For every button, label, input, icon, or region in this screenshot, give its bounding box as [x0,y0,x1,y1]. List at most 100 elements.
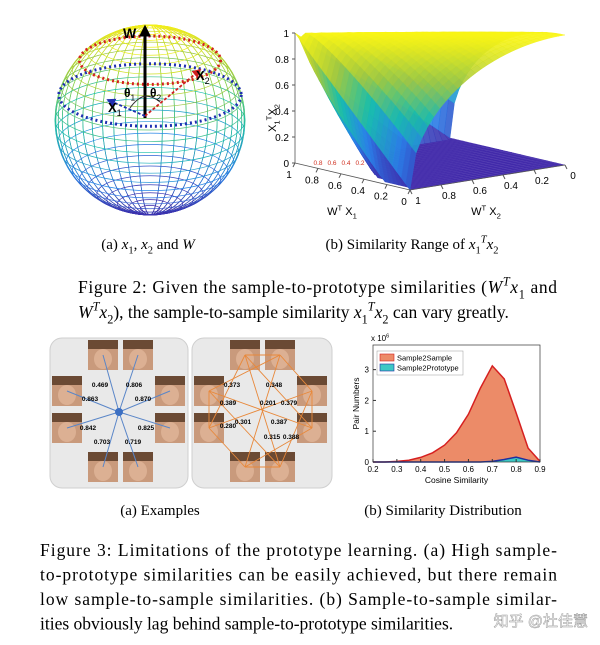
similarity-score: 0.388 [283,434,300,441]
similarity-score: 0.719 [125,439,142,446]
latitude [96,175,204,213]
a-tick-label: 1 [286,170,292,181]
b-tick-label: 0.6 [473,186,487,197]
similarity-ring [57,62,243,128]
similarity-score: 0.703 [94,439,111,446]
text-run: T [93,300,101,314]
text-run: 1 [131,93,136,103]
axis-label: X1TX2 [264,104,281,132]
vector-label: X2 [196,68,210,86]
axis-line [294,162,411,191]
a-tick-label: 0 [401,197,407,208]
axis-label: WT X2 [471,203,501,220]
b-tick [533,169,537,175]
surface-plot: 00.20.40.60.811 0.8 0.6 0.4 0.2 0 1 0.8 0.6 0.4 0.… [264,29,576,220]
text-run: 2 [148,246,153,257]
latitude [60,121,240,183]
a-tick-label: 0.6 [328,181,342,192]
a-tick [315,168,319,173]
similarity-score: 0.387 [271,419,288,426]
text-run: X [267,108,279,116]
latitude [65,48,235,108]
x-tick-label: 0.8 [511,465,523,474]
text-run: (a) [101,237,121,253]
z-tick-label: 1 [283,29,289,40]
face-hair [52,413,82,422]
b-tick [409,189,413,195]
vector-label: W [123,25,137,41]
text-run: 6 [386,334,389,340]
b-tick [564,164,568,170]
similarity-edge [244,427,313,468]
similarity-score: 0.373 [224,382,241,389]
subfigure-caption: (a) Examples [120,503,200,519]
similarity-score: 0.469 [92,382,109,389]
latitude [106,184,194,215]
legend-swatch [379,363,395,372]
text-run: T [368,300,376,314]
face-hair [265,452,295,461]
face-hair [155,413,185,422]
b-tick-label: 1 [415,196,421,207]
similarity-score: 0.301 [235,419,252,426]
z-tick-label: 0.2 [275,133,289,144]
text-run: 2 [272,104,281,108]
y-tick-label: 3 [365,366,370,375]
text-run: 2 [107,312,113,326]
y-tick-label: 1 [365,427,370,436]
text-run: 2 [157,93,162,103]
latitude [71,41,229,96]
text-run: θ [124,86,131,100]
similarity-edge [102,411,120,468]
figure-caption: to-prototype similarities can be easily … [40,565,557,585]
b-tick [502,174,506,180]
similarity-edge [208,390,281,468]
similarity-edge [102,354,120,413]
b-tick-label: 0.4 [504,181,518,192]
face-shadow [129,461,147,481]
similarity-score: 0.280 [220,423,237,430]
contour-label: 0.4 [341,160,350,167]
text-run: W [78,302,94,322]
text-run: 2 [205,76,210,86]
captions: (a) x1, x2 and W (b) Similarity Range of … [40,235,588,634]
b-tick [471,179,475,185]
similarity-score: 0.806 [126,382,143,389]
text-run: T [503,275,511,289]
similarity-edge [208,354,246,429]
x1-vector [106,98,146,117]
text-run: (a) Examples [120,503,200,519]
similarity-edge [208,390,313,429]
face-shadow [303,422,321,442]
face-shadow [161,422,179,442]
text-run: 2 [382,312,388,326]
prototype-node [115,408,123,416]
face-hair [123,340,153,349]
angle-arc [129,95,146,109]
text-run: X [196,68,205,83]
face-shadow [236,461,254,481]
text-run: x 10 [371,334,387,343]
face-shadow [58,385,76,405]
x-tick-label: 0.9 [534,465,546,474]
similarity-score: 0.379 [281,400,298,407]
contour-label: 0.2 [355,160,364,167]
text-run: x [140,237,148,253]
axis-multiplier: x 106 [371,334,389,343]
x-axis-label: Cosine Similarity [425,475,489,485]
surface-patch [405,147,417,191]
y-tick-label: 0 [365,458,370,467]
text-run: x [509,277,518,297]
face-shadow [200,422,218,442]
b-tick [440,184,444,190]
similarity-edge [66,411,120,429]
text-run: X [108,100,117,115]
a-tick [292,162,296,168]
watermark: 知乎 @杜佳慧 [494,613,588,630]
similarity-edge [279,390,313,468]
distribution-chart: 0 1 2 3 0.2 0.3 0.4 0.5 0.6 0.7 0.8 0.9 x 106 Cosine … [351,334,546,485]
text-run: (b) Similarity Distribution [364,503,522,519]
subfigure-caption: (b) Similarity Distribution [364,503,522,519]
